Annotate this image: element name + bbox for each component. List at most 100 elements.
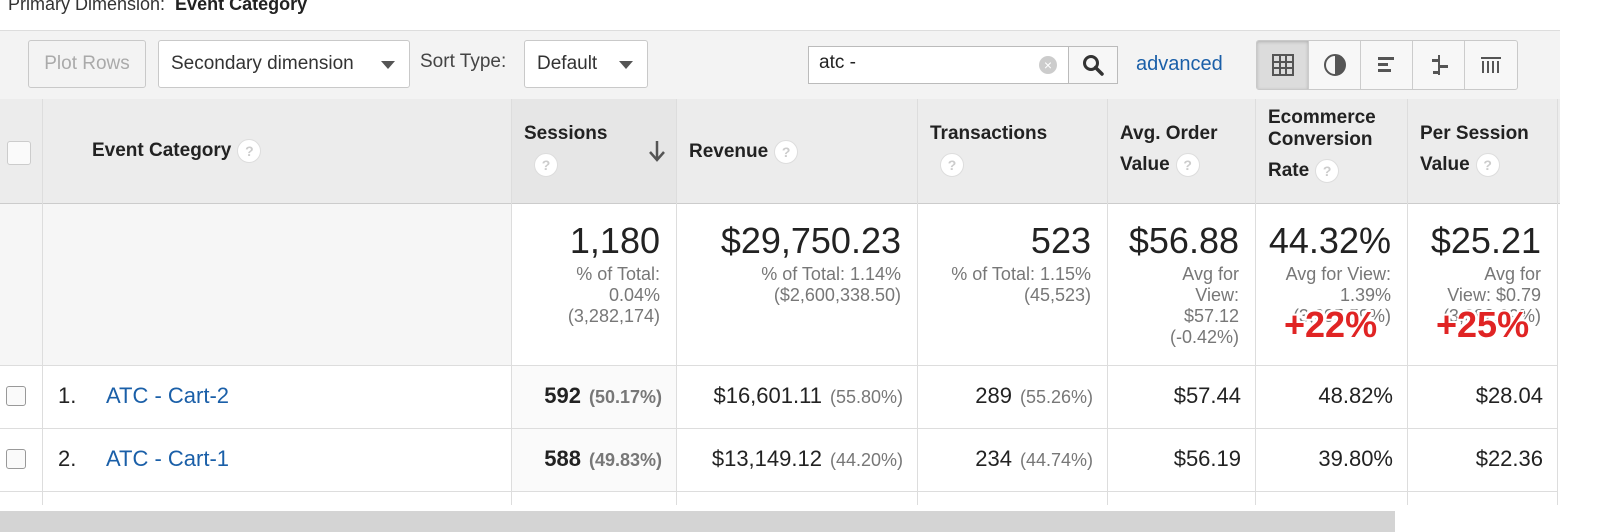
table-row: 592 (50.17%): [512, 366, 676, 429]
chevron-down-icon: [619, 61, 633, 69]
column-title: Value: [1120, 154, 1170, 175]
column-title: Revenue: [689, 141, 769, 162]
totals-cell: $29,750.23 % of Total: 1.14% ($2,600,338.…: [677, 204, 917, 366]
header-cell: [1558, 99, 1560, 204]
horizontal-scrollbar[interactable]: [0, 511, 1395, 532]
total-value: 1,180: [569, 220, 660, 261]
sessions-cell: 592 (50.17%): [544, 383, 662, 408]
pie-view-button[interactable]: [1309, 41, 1361, 89]
primary-dimension-value[interactable]: Event Category: [175, 0, 308, 14]
event-category-link[interactable]: ATC - Cart-1: [106, 446, 230, 471]
help-icon[interactable]: ?: [534, 152, 558, 177]
column-title: Avg. Order: [1120, 123, 1218, 144]
total-value: 44.32%: [1268, 220, 1391, 261]
ecommerce-conversion-rate-header[interactable]: Ecommerce Conversion Rate?: [1268, 107, 1376, 191]
ecr-cell: 48.82%: [1318, 383, 1393, 408]
table-view-button[interactable]: [1257, 41, 1309, 89]
totals-cell: $25.21 Avg for View: $0.79 (3,082.29%) +25…: [1408, 204, 1557, 366]
comparison-icon: [1431, 55, 1448, 75]
revenue-cell: $16,601.11 (55.80%): [713, 383, 903, 408]
performance-view-button[interactable]: [1361, 41, 1413, 89]
total-value: $25.21: [1430, 220, 1541, 261]
table-toolbar: Plot Rows Secondary dimension Sort Type:…: [0, 30, 1560, 100]
transactions-cell: 289 (55.26%): [975, 383, 1093, 408]
totals-cell: [43, 204, 511, 366]
transactions-cell: 234 (44.74%): [975, 446, 1093, 471]
row-checkbox[interactable]: [6, 449, 26, 469]
row-index: 2.: [58, 446, 77, 471]
help-icon[interactable]: ?: [940, 152, 964, 177]
ecr-cell: 39.80%: [1318, 446, 1393, 471]
header-cell: Event Category?: [43, 99, 511, 204]
checkbox-column: [0, 99, 43, 505]
column-title: Rate: [1268, 160, 1310, 181]
help-icon[interactable]: ?: [1175, 152, 1200, 177]
sort-type-value: Default: [537, 53, 598, 74]
pie-chart-icon: [1323, 54, 1346, 76]
event-category-header[interactable]: Event Category?: [92, 135, 262, 166]
performance-icon: [1377, 57, 1394, 72]
aov-cell: $56.19: [1173, 446, 1241, 471]
aov-cell: $57.44: [1173, 383, 1241, 408]
conversion-lift-annotation: +22%: [1284, 304, 1378, 345]
table-row: $56.19: [1108, 429, 1255, 492]
avg-order-value-header[interactable]: Avg. Order Value?: [1120, 118, 1218, 180]
search-button[interactable]: [1068, 46, 1118, 84]
event-category-link[interactable]: ATC - Cart-2: [106, 383, 230, 408]
header-cell: Avg. Order Value?: [1108, 99, 1255, 204]
chevron-down-icon: [381, 61, 395, 69]
help-icon[interactable]: ?: [237, 138, 262, 163]
pivot-icon: [1481, 57, 1501, 73]
totals-cell: 44.32% Avg for View: 1.39% (3,095.59%) +22…: [1256, 204, 1407, 366]
search-icon: [1083, 55, 1104, 76]
per-session-value-header[interactable]: Per Session Value?: [1420, 118, 1529, 180]
clear-icon[interactable]: ×: [1039, 56, 1057, 74]
sessions-header[interactable]: Sessions?: [524, 118, 607, 180]
column-title: Conversion: [1268, 129, 1373, 150]
row-index: 1.: [58, 383, 77, 408]
table-row: $16,601.11 (55.80%): [677, 366, 917, 429]
secondary-dimension-select[interactable]: Secondary dimension: [158, 40, 410, 88]
column-title: Transactions: [930, 123, 1048, 144]
secondary-dimension-label: Secondary dimension: [171, 53, 354, 74]
avg-order-value-column: Avg. Order Value? $56.88 Avg for View: $57.…: [1108, 99, 1256, 505]
table-row: 39.80%: [1256, 429, 1407, 492]
totals-cell: [0, 204, 42, 366]
pivot-view-button[interactable]: [1465, 41, 1517, 89]
table-view-icon: [1271, 54, 1294, 76]
row-checkbox[interactable]: [6, 386, 26, 406]
transactions-header[interactable]: Transactions?: [930, 118, 1047, 180]
revenue-cell: $13,149.12 (44.20%): [711, 446, 903, 471]
totals-cell: 1,180 % of Total: 0.04% (3,282,174): [512, 204, 676, 366]
event-category-column: Event Category? 1. ATC - Cart-2 2. ATC -…: [43, 99, 512, 505]
column-title: Value: [1420, 154, 1470, 175]
table-row: $13,149.12 (44.20%): [677, 429, 917, 492]
comparison-view-button[interactable]: [1413, 41, 1465, 89]
data-table: Event Category? 1. ATC - Cart-2 2. ATC -…: [0, 99, 1560, 505]
search-input-value: atc -: [819, 52, 856, 73]
help-icon[interactable]: ?: [774, 139, 799, 164]
sort-type-select[interactable]: Default: [524, 40, 648, 88]
table-row: $28.04: [1408, 366, 1557, 429]
revenue-header[interactable]: Revenue?: [689, 136, 799, 167]
help-icon[interactable]: ?: [1475, 152, 1500, 177]
column-title: Sessions: [524, 123, 608, 144]
advanced-search-link[interactable]: advanced: [1136, 53, 1223, 75]
table-row: 1. ATC - Cart-2: [43, 366, 511, 429]
transactions-column: Transactions? 523 % of Total: 1.15% (45,5…: [918, 99, 1108, 505]
session-value-lift-annotation: +25%: [1436, 304, 1530, 345]
per-session-value-column: Per Session Value? $25.21 Avg for View: $0…: [1408, 99, 1558, 505]
view-type-group: [1256, 40, 1518, 90]
column-title: Ecommerce: [1268, 107, 1376, 128]
plot-rows-button[interactable]: Plot Rows: [28, 40, 146, 88]
totals-cell: 523 % of Total: 1.15% (45,523): [918, 204, 1107, 366]
help-icon[interactable]: ?: [1315, 158, 1340, 183]
sort-descending-icon[interactable]: [648, 139, 666, 163]
table-row: 234 (44.74%): [918, 429, 1107, 492]
totals-cell: $56.88 Avg for View: $57.12 (-0.42%): [1108, 204, 1255, 366]
select-all-checkbox[interactable]: [7, 141, 31, 165]
table-row: [0, 366, 42, 429]
table-row: [0, 429, 42, 492]
search-input[interactable]: atc - ×: [808, 46, 1070, 84]
table-row: 289 (55.26%): [918, 366, 1107, 429]
